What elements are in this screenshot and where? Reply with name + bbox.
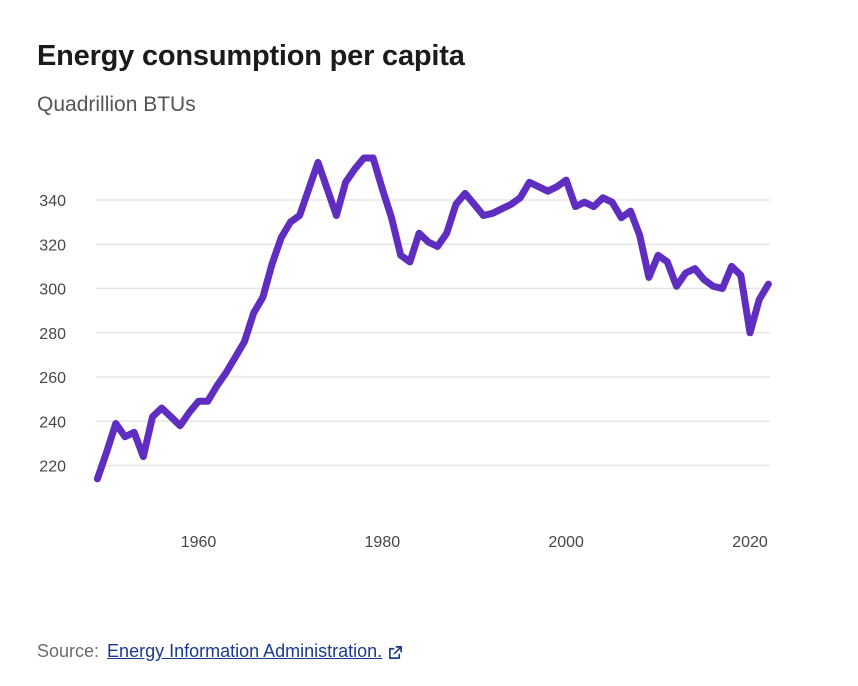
data-point[interactable] — [103, 448, 111, 456]
data-point[interactable] — [360, 154, 368, 162]
data-point[interactable] — [479, 211, 487, 219]
data-point[interactable] — [240, 338, 248, 346]
data-point[interactable] — [213, 382, 221, 390]
source-note: Source: Energy Information Administration… — [37, 641, 403, 662]
data-point[interactable] — [139, 453, 147, 461]
data-point[interactable] — [378, 185, 386, 193]
data-point[interactable] — [158, 404, 166, 412]
data-point[interactable] — [332, 211, 340, 219]
data-point[interactable] — [323, 185, 331, 193]
data-point[interactable] — [544, 187, 552, 195]
y-tick-label: 240 — [39, 414, 66, 431]
data-point[interactable] — [112, 419, 120, 427]
data-point[interactable] — [433, 242, 441, 250]
data-point[interactable] — [718, 285, 726, 293]
data-point[interactable] — [286, 218, 294, 226]
data-point[interactable] — [130, 428, 138, 436]
data-point[interactable] — [617, 214, 625, 222]
data-point[interactable] — [195, 397, 203, 405]
data-point[interactable] — [121, 433, 129, 441]
data-point[interactable] — [755, 296, 763, 304]
x-axis-ticks: 1960 1980 2000 2020 — [181, 534, 768, 551]
data-point[interactable] — [682, 269, 690, 277]
x-tick-label: 2000 — [548, 534, 584, 551]
data-point[interactable] — [204, 397, 212, 405]
data-point[interactable] — [185, 408, 193, 416]
data-point[interactable] — [296, 211, 304, 219]
x-tick-label: 2020 — [732, 534, 768, 551]
data-point[interactable] — [672, 282, 680, 290]
data-point[interactable] — [268, 260, 276, 268]
data-point[interactable] — [590, 203, 598, 211]
y-tick-label: 300 — [39, 282, 66, 299]
data-point[interactable] — [424, 238, 432, 246]
data-point[interactable] — [397, 251, 405, 259]
y-tick-label: 280 — [39, 326, 66, 343]
data-point[interactable] — [645, 273, 653, 281]
data-point[interactable] — [507, 200, 515, 208]
data-point[interactable] — [700, 276, 708, 284]
data-point[interactable] — [314, 158, 322, 166]
data-point[interactable] — [351, 165, 359, 173]
data-point[interactable] — [415, 229, 423, 237]
data-point[interactable] — [691, 265, 699, 273]
data-point[interactable] — [654, 251, 662, 259]
data-point[interactable] — [627, 207, 635, 215]
data-point[interactable] — [516, 194, 524, 202]
y-axis-ticks: 220 240 260 280 300 320 340 — [39, 193, 66, 476]
data-point[interactable] — [571, 203, 579, 211]
data-point[interactable] — [149, 413, 157, 421]
data-point[interactable] — [452, 200, 460, 208]
data-point[interactable] — [231, 353, 239, 361]
data-point[interactable] — [93, 475, 101, 483]
external-link-icon[interactable] — [388, 645, 403, 660]
data-point[interactable] — [562, 176, 570, 184]
data-point[interactable] — [369, 154, 377, 162]
data-point[interactable] — [461, 189, 469, 197]
data-point[interactable] — [709, 282, 717, 290]
y-tick-label: 320 — [39, 237, 66, 254]
data-point[interactable] — [728, 262, 736, 270]
data-point[interactable] — [342, 178, 350, 186]
source-link-text: Energy Information Administration. — [107, 641, 383, 661]
data-point[interactable] — [406, 258, 414, 266]
data-point[interactable] — [608, 198, 616, 206]
data-point[interactable] — [222, 369, 230, 377]
data-point[interactable] — [553, 183, 561, 191]
series-line — [93, 154, 772, 483]
data-point[interactable] — [259, 293, 267, 301]
data-point[interactable] — [525, 178, 533, 186]
series-layer — [93, 154, 772, 483]
data-point[interactable] — [388, 214, 396, 222]
data-point[interactable] — [599, 194, 607, 202]
x-tick-label: 1980 — [365, 534, 401, 551]
data-point[interactable] — [581, 198, 589, 206]
data-point[interactable] — [176, 422, 184, 430]
data-point[interactable] — [277, 234, 285, 242]
data-point[interactable] — [167, 413, 175, 421]
data-point[interactable] — [443, 229, 451, 237]
data-point[interactable] — [746, 329, 754, 337]
x-tick-label: 1960 — [181, 534, 217, 551]
chart-subtitle: Quadrillion BTUs — [37, 93, 196, 116]
source-link[interactable]: Energy Information Administration. — [107, 641, 382, 661]
data-point[interactable] — [636, 231, 644, 239]
gridlines — [96, 199, 770, 467]
data-point[interactable] — [737, 271, 745, 279]
data-point[interactable] — [535, 183, 543, 191]
source-label: Source: — [37, 641, 100, 661]
data-point[interactable] — [250, 309, 258, 317]
data-point[interactable] — [663, 258, 671, 266]
chart-title: Energy consumption per capita — [37, 40, 465, 72]
data-point[interactable] — [764, 280, 772, 288]
data-point[interactable] — [305, 185, 313, 193]
y-tick-label: 260 — [39, 370, 66, 387]
data-point[interactable] — [489, 209, 497, 217]
y-tick-label: 220 — [39, 459, 66, 476]
data-point[interactable] — [498, 205, 506, 213]
y-tick-label: 340 — [39, 193, 66, 210]
data-point[interactable] — [470, 200, 478, 208]
